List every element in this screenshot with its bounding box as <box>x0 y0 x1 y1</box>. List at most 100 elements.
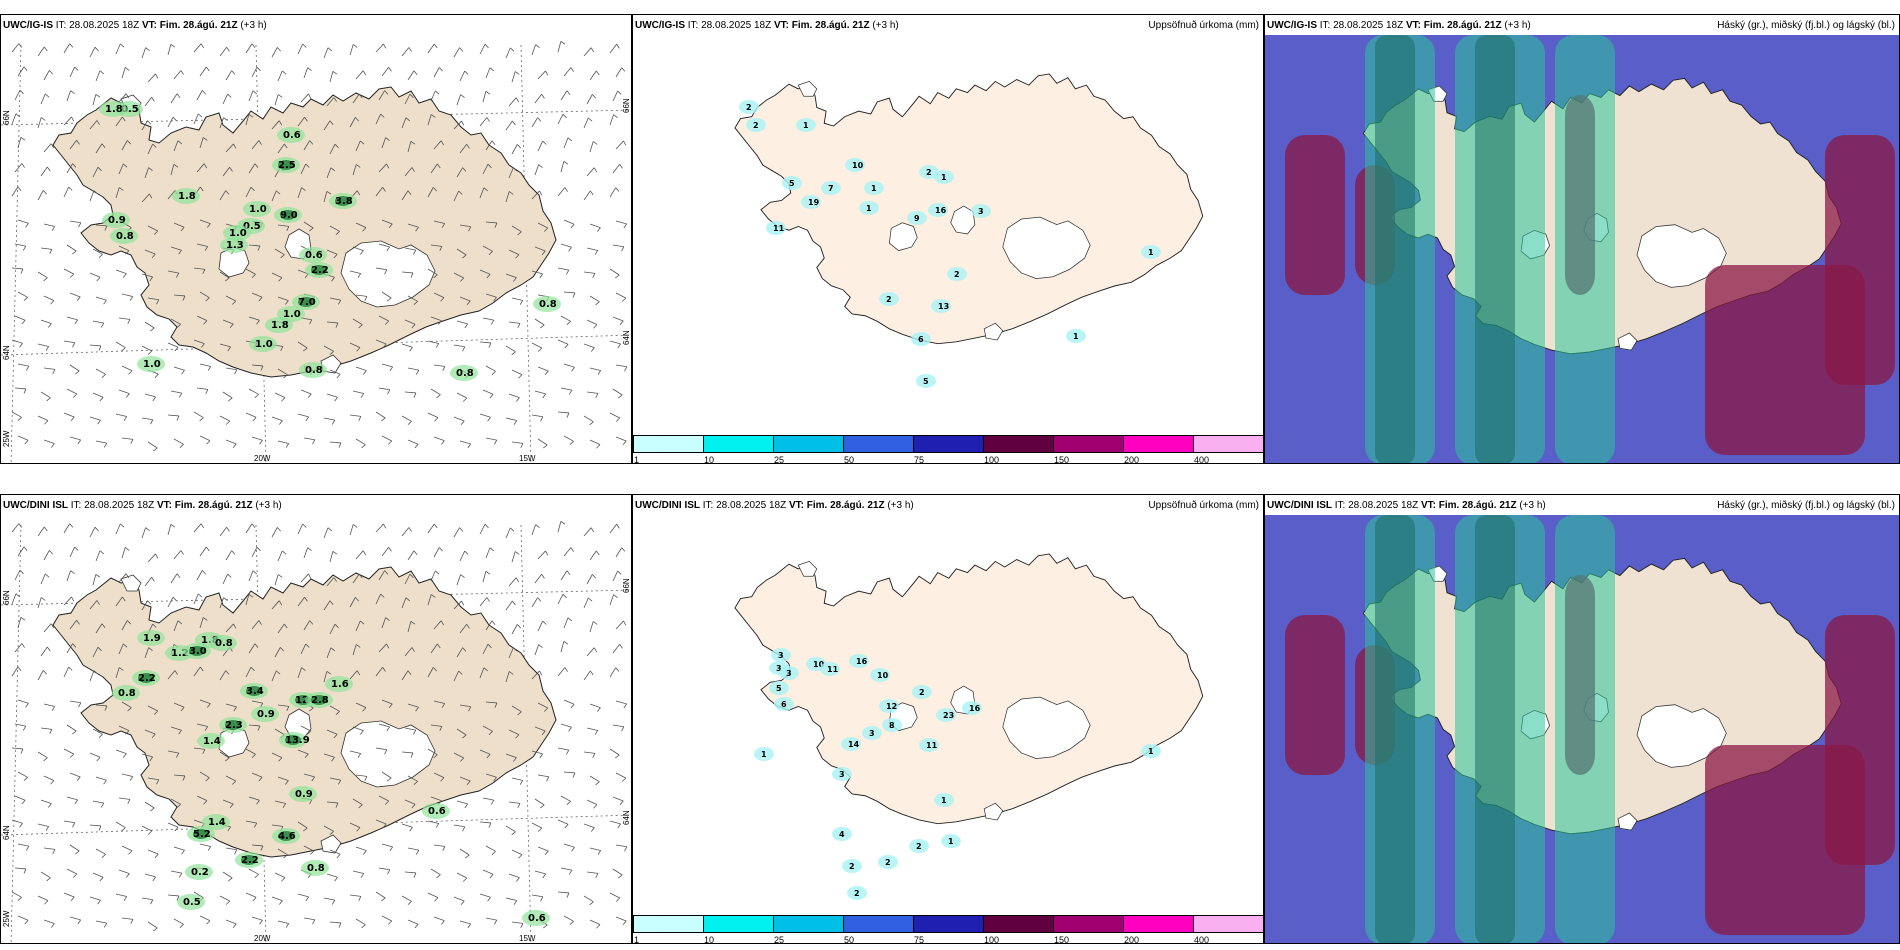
precip-patch-heavy <box>311 265 327 275</box>
precip-patch <box>422 803 450 819</box>
colorbar-label: 10 <box>704 935 715 944</box>
accum-patch <box>936 708 956 722</box>
precip-label: 1.0 <box>229 228 247 239</box>
accum-label: 3 <box>978 207 984 216</box>
accum-patch <box>870 668 890 682</box>
precip-patch-heavy <box>278 160 294 170</box>
colorbar-label: 200 <box>1124 935 1140 944</box>
accum-label: 8 <box>889 721 895 730</box>
precip-label: 2.5 <box>278 160 296 171</box>
cloud-cover-map <box>1265 515 1899 943</box>
iceland-landmass <box>52 86 557 378</box>
top-cloud-panel: UWC/IG-IS IT: 28.08.2025 18Z VT: Fim. 28… <box>1264 14 1900 464</box>
accum-patch <box>907 211 927 225</box>
precip-label: 0.8 <box>305 365 323 376</box>
colorbar-label: 1 <box>634 455 640 464</box>
accum-label: 2 <box>746 103 752 112</box>
precip-label: 0.8 <box>456 368 474 379</box>
precip-patch <box>533 296 561 312</box>
accum-label: 19 <box>808 198 820 207</box>
precip-label: 0.6 <box>283 130 301 141</box>
accum-label: 23 <box>943 711 954 720</box>
precip-label: 12 <box>295 695 309 706</box>
accum-patch <box>878 855 898 869</box>
precip-colorbar: 1 10 25 50 75 100 150 200 400 <box>633 915 1263 943</box>
lat-label: 66N <box>2 590 11 605</box>
precip-label: 1.4 <box>203 736 221 747</box>
colorbar-cell <box>773 915 844 933</box>
coord-labels: 66N 64N 25W 66N 64N 20W 15W <box>2 578 631 943</box>
colorbar-cell <box>703 915 774 933</box>
panel-subtitle: Uppsöfnuð úrkoma (mm) <box>1148 20 1259 31</box>
iceland-landmass <box>734 553 1204 825</box>
precip-label: 0.6 <box>428 806 446 817</box>
precip-label: 2.2 <box>138 673 156 684</box>
precip-patch <box>110 228 138 244</box>
precip-colorbar: 1 10 25 50 75 100 150 200 400 <box>633 435 1263 463</box>
accum-patch <box>928 203 948 217</box>
precip-patch-heavy <box>225 720 241 730</box>
precip-patch <box>197 733 225 749</box>
accum-label: 4 <box>839 830 845 839</box>
iceland-landmass <box>52 566 557 858</box>
precip-values: 1.91.23.01.80.82.20.83.4122.81.60.92.31.… <box>112 630 550 926</box>
accum-label: 1 <box>948 837 954 846</box>
precip-label: 0.8 <box>539 299 557 310</box>
colorbar-label: 200 <box>1124 455 1140 464</box>
top-accum-precip-panel: UWC/IG-IS IT: 28.08.2025 18Z VT: Fim. 28… <box>632 14 1264 464</box>
colorbar-cell <box>703 435 774 453</box>
colorbar-cell <box>1053 435 1124 453</box>
accum-label: 3 <box>839 770 845 779</box>
accum-patch <box>971 204 991 218</box>
accum-label: 7 <box>828 184 834 193</box>
precip-patch <box>277 127 305 143</box>
accum-patch <box>947 267 967 281</box>
lat-label: 64N <box>622 330 631 345</box>
precip-patch <box>202 814 230 830</box>
accum-patch <box>864 181 884 195</box>
precip-label: 0.2 <box>191 867 209 878</box>
colorbar-label: 1 <box>634 935 640 944</box>
accum-patch <box>832 767 852 781</box>
precip-label: 1.8 <box>105 104 123 115</box>
colorbar-label: 100 <box>984 455 1000 464</box>
precip-label: 2.2 <box>311 265 329 276</box>
accum-patch <box>962 701 982 715</box>
precip-label: 3.4 <box>246 686 264 697</box>
precip-patch-heavy <box>280 210 296 220</box>
precip-patch <box>209 635 237 651</box>
accum-label: 1 <box>761 750 767 759</box>
accum-label: 1 <box>941 173 947 182</box>
precip-label: 0.9 <box>295 789 313 800</box>
accum-label: 11 <box>926 741 938 750</box>
colorbar-cell <box>983 915 1054 933</box>
accum-label: 3 <box>869 729 875 738</box>
colorbar-cell <box>1193 915 1263 933</box>
precip-patch <box>299 247 327 263</box>
accum-patch <box>934 170 954 184</box>
accum-label: 16 <box>969 704 981 713</box>
precip-patch-heavy <box>335 196 351 206</box>
precip-patch <box>220 237 248 253</box>
accum-patch <box>882 718 902 732</box>
precip-label: 13.9 <box>285 735 310 746</box>
precip-patch <box>137 356 165 372</box>
cloud-bands <box>1285 35 1895 463</box>
colorbar-cell <box>633 435 704 453</box>
lon-label: 25W <box>2 430 11 447</box>
accum-label: 16 <box>856 657 868 666</box>
colorbar-cell <box>773 435 844 453</box>
accum-patch <box>801 195 821 209</box>
precip-patch <box>99 101 127 117</box>
panel-header: UWC/IG-IS IT: 28.08.2025 18Z VT: Fim. 28… <box>635 20 899 31</box>
accum-patch <box>931 299 951 313</box>
coord-labels: 66N 64N 25W 66N 64N 20W 15W <box>2 98 631 463</box>
precip-label: 2.8 <box>311 695 329 706</box>
precip-label: 1.4 <box>208 817 226 828</box>
accum-label: 1 <box>866 204 872 213</box>
accum-patch <box>919 738 939 752</box>
precip-label: 4.6 <box>278 831 296 842</box>
accum-patch <box>774 697 794 711</box>
precip-label: 1.6 <box>331 679 349 690</box>
accum-label: 2 <box>885 858 891 867</box>
